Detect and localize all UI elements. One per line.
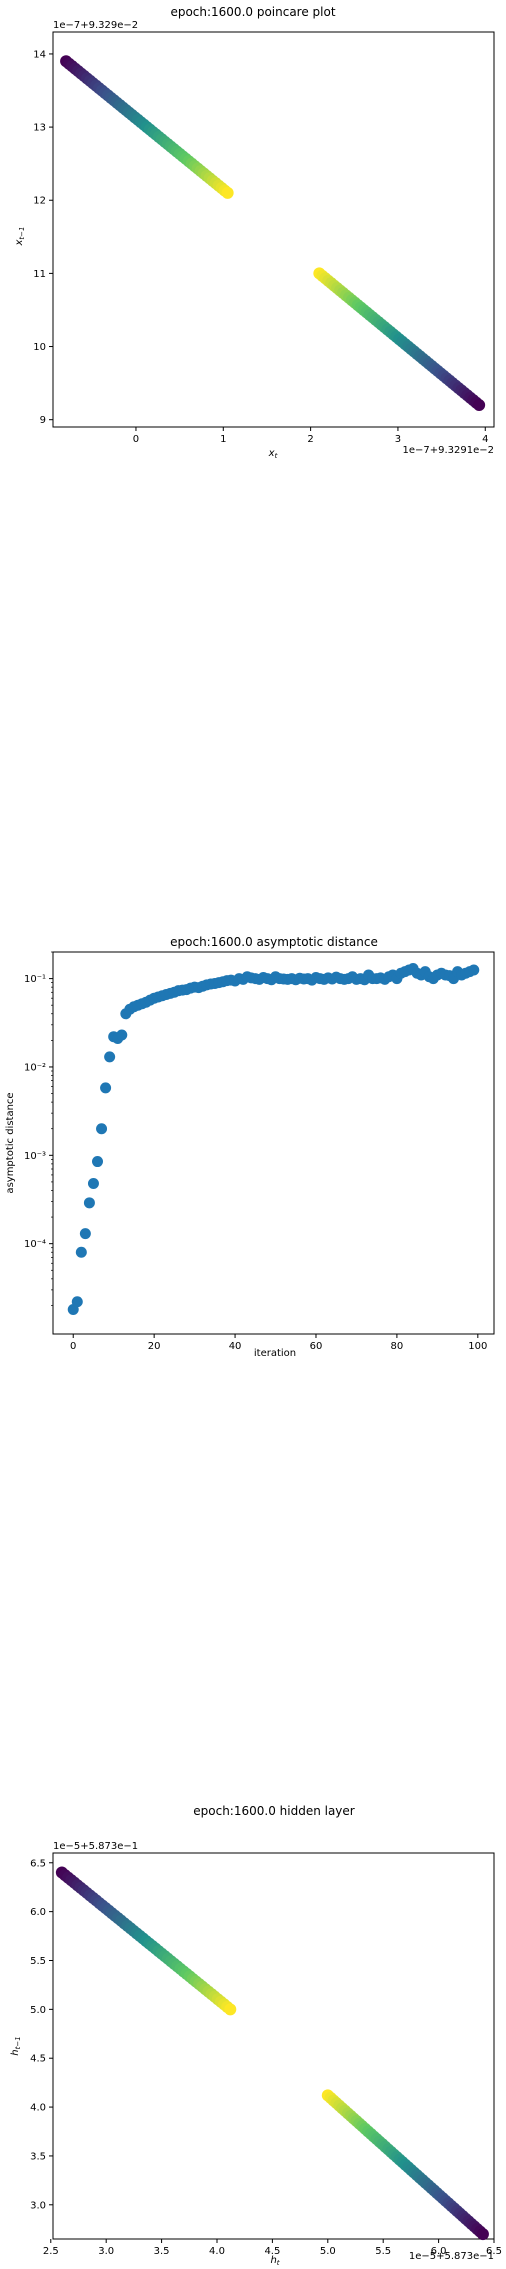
scatter-point <box>96 1123 108 1135</box>
x-axis: 0 20 40 60 80 100 <box>70 1334 487 1352</box>
scatter-point <box>116 1029 128 1041</box>
x-tick-label: 5.5 <box>375 2246 391 2257</box>
y-axis-label: xt−1 <box>14 227 26 247</box>
x-tick-label: 40 <box>229 1341 242 1352</box>
y-tick-label: 4.5 <box>30 2054 46 2065</box>
x-tick-label: 4.0 <box>209 2246 225 2257</box>
scatter-point <box>75 1246 87 1258</box>
x-axis-label: ht <box>270 2255 279 2267</box>
y-tick-label: 13 <box>33 123 46 134</box>
x-tick-label: 60 <box>310 1341 323 1352</box>
scatter-point <box>92 1156 104 1168</box>
x-tick-label: 80 <box>391 1341 404 1352</box>
x-tick-label: 2.5 <box>43 2246 59 2257</box>
x-tick-label: 2 <box>307 434 313 445</box>
scatter-point <box>476 2228 489 2241</box>
y-tick-label: 10⁻¹ <box>24 974 46 985</box>
y-axis: 9 10 11 12 13 14 <box>33 49 53 426</box>
x-axis: 2.5 3.0 3.5 4.0 4.5 5.0 5.5 6.0 6.5 <box>43 2239 502 2257</box>
x-axis-label: xt <box>268 448 278 460</box>
y-tick-label: 4.0 <box>30 2103 46 2114</box>
x-offset-text: 1e−7+9.3291e−2 <box>402 445 494 456</box>
x-tick-label: 6.0 <box>431 2246 447 2257</box>
scatter-point <box>83 1197 95 1209</box>
scatter-point <box>71 1296 83 1308</box>
chart-title: epoch:1600.0 asymptotic distance <box>170 935 378 949</box>
plot-frame <box>52 1852 495 2240</box>
y-tick-label: 3.0 <box>30 2200 46 2211</box>
x-tick-label: 4.5 <box>264 2246 280 2257</box>
x-tick-label: 3 <box>395 434 401 445</box>
y-tick-label: 10⁻³ <box>24 1151 46 1162</box>
hidden-layer-chart: epoch:1600.0 hidden layer 1e−5+5.873e−1 … <box>10 1804 502 2267</box>
y-axis: 10⁻⁴ 10⁻³ 10⁻² 10⁻¹ <box>24 951 53 1306</box>
y-tick-label: 12 <box>33 196 46 207</box>
y-tick-label: 5.5 <box>30 1956 46 1967</box>
y-tick-label: 10⁻² <box>24 1062 46 1073</box>
y-offset-text: 1e−5+5.873e−1 <box>53 1841 138 1852</box>
scatter-points <box>67 963 480 1315</box>
y-tick-label: 14 <box>33 49 46 60</box>
x-axis-label: iteration <box>254 1348 296 1359</box>
y-axis-label: asymptotic distance <box>5 1092 16 1193</box>
y-tick-label: 5.0 <box>30 2005 46 2016</box>
chart-title: epoch:1600.0 poincare plot <box>170 5 335 19</box>
y-tick-label: 9 <box>40 415 46 426</box>
y-tick-label: 6.5 <box>30 1858 46 1869</box>
plot-frame <box>52 951 495 1335</box>
y-offset-text: 1e−7+9.329e−2 <box>53 20 138 31</box>
x-axis: 0 1 2 3 4 <box>133 427 488 445</box>
x-tick-label: 5.0 <box>320 2246 336 2257</box>
plot-frame <box>52 31 495 428</box>
chart-title: epoch:1600.0 hidden layer <box>193 1804 355 1818</box>
scatter-point <box>104 1051 116 1063</box>
x-tick-label: 6.5 <box>486 2246 502 2257</box>
y-axis: 3.0 3.5 4.0 4.5 5.0 5.5 6.0 6.5 <box>30 1858 53 2211</box>
scatter-point <box>224 2003 237 2016</box>
scatter-point <box>468 964 480 976</box>
x-tick-label: 1 <box>220 434 226 445</box>
y-tick-label: 6.0 <box>30 1907 46 1918</box>
scatter-point <box>100 1082 112 1094</box>
scatter-point <box>87 1177 99 1189</box>
x-tick-label: 100 <box>468 1341 487 1352</box>
x-offset-text: 1e−5+5.873e−1 <box>409 2251 494 2262</box>
scatter-point <box>473 399 486 412</box>
x-tick-label: 0 <box>133 434 139 445</box>
scatter-point <box>79 1228 91 1240</box>
scatter-points <box>60 55 486 412</box>
scatter-point <box>221 186 234 199</box>
x-tick-label: 3.0 <box>98 2246 114 2257</box>
y-tick-label: 10 <box>33 342 46 353</box>
x-tick-label: 3.5 <box>154 2246 170 2257</box>
asymptotic-distance-chart: epoch:1600.0 asymptotic distance 10⁻⁴10⁻… <box>5 935 495 1359</box>
y-tick-label: 3.5 <box>30 2151 46 2162</box>
x-tick-label: 20 <box>148 1341 161 1352</box>
y-tick-label: 10⁻⁴ <box>24 1239 46 1250</box>
poincare-chart: epoch:1600.0 poincare plot 1e−7+9.329e−2… <box>14 5 495 460</box>
x-tick-label: 4 <box>482 434 488 445</box>
scatter-points <box>55 1866 489 2241</box>
y-axis-label: ht−1 <box>10 2036 22 2055</box>
y-tick-label: 11 <box>33 269 46 280</box>
x-tick-label: 0 <box>70 1341 76 1352</box>
